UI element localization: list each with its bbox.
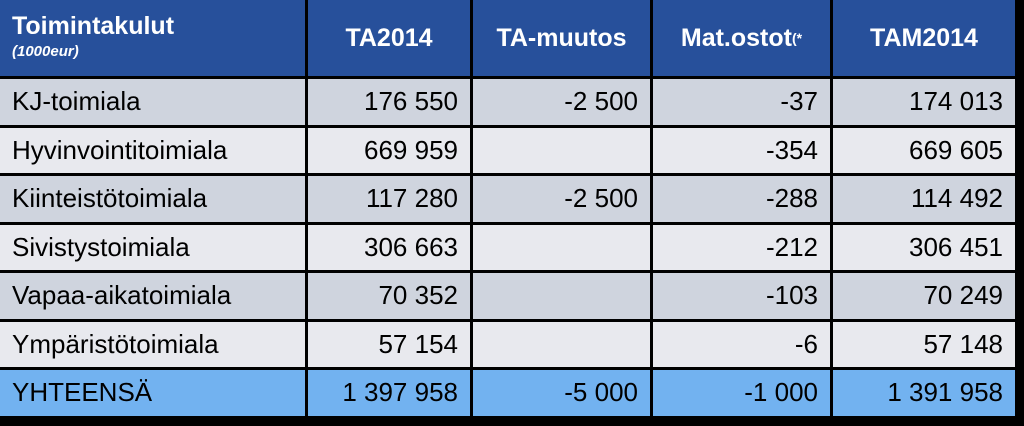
cell — [473, 273, 650, 319]
cell: -103 — [653, 273, 830, 319]
column-title: TAM2014 — [870, 23, 978, 52]
cell: Sivistystoimiala — [0, 224, 305, 270]
row-label: Sivistystoimiala — [12, 231, 190, 262]
row-label: YHTEENSÄ — [12, 377, 153, 408]
cell: -2 500 — [473, 79, 650, 125]
value: -354 — [765, 134, 818, 165]
cell: -1 000 — [653, 370, 830, 416]
value: 114 492 — [910, 183, 1003, 214]
footnote-mark: (* — [791, 30, 803, 46]
cell: YHTEENSÄ — [0, 370, 305, 416]
cell: TA2014 — [308, 0, 470, 76]
column-title: TA2014 — [345, 23, 433, 52]
column-title: Toimintakulut — [12, 12, 175, 40]
cell: -5 000 — [473, 370, 650, 416]
unit-label: (1000eur) — [12, 43, 79, 60]
value: -288 — [765, 183, 818, 214]
cell: 70 352 — [308, 273, 470, 319]
value: -2 500 — [564, 183, 638, 214]
row-label: Ympäristötoimiala — [12, 328, 219, 359]
cell: TA-muutos — [473, 0, 650, 76]
cell: 176 550 — [308, 79, 470, 125]
value: 70 352 — [378, 280, 458, 311]
value: 669 605 — [909, 134, 1003, 165]
value: 176 550 — [364, 86, 458, 117]
value: -103 — [765, 280, 818, 311]
column-title: Mat.ostot — [680, 23, 792, 52]
cell: Kiinteistötoimiala — [0, 176, 305, 222]
cell: -6 — [653, 321, 830, 367]
row-label: Vapaa-aikatoimiala — [12, 280, 232, 311]
value: -1 000 — [744, 377, 818, 408]
cell: 174 013 — [833, 79, 1015, 125]
value: 57 148 — [923, 328, 1003, 359]
cell: 114 492 — [833, 176, 1015, 222]
value: 669 959 — [364, 134, 458, 165]
cell: 306 451 — [833, 224, 1015, 270]
value: 70 249 — [923, 280, 1003, 311]
value: 306 451 — [909, 231, 1003, 262]
value: 1 397 958 — [342, 377, 458, 408]
cell: 1 397 958 — [308, 370, 470, 416]
value: -5 000 — [564, 377, 638, 408]
cell: 70 249 — [833, 273, 1015, 319]
cell: -212 — [653, 224, 830, 270]
cell — [473, 224, 650, 270]
value: -37 — [780, 86, 818, 117]
cell: -2 500 — [473, 176, 650, 222]
value: 174 013 — [909, 86, 1003, 117]
row-label: Hyvinvointitoimiala — [12, 134, 228, 165]
cell: 57 154 — [308, 321, 470, 367]
cell: 669 959 — [308, 127, 470, 173]
value: 117 280 — [365, 183, 458, 214]
value: 1 391 958 — [887, 377, 1003, 408]
header-label: Toimintakulut (1000eur) — [12, 12, 174, 60]
value: -2 500 — [564, 86, 638, 117]
cell: 57 148 — [833, 321, 1015, 367]
cell: Toimintakulut (1000eur) — [0, 0, 305, 76]
column-title: TA-muutos — [496, 23, 627, 52]
cell: -288 — [653, 176, 830, 222]
value: 57 154 — [378, 328, 458, 359]
cell: -37 — [653, 79, 830, 125]
cell: TAM2014 — [833, 0, 1015, 76]
cell — [473, 321, 650, 367]
cell: KJ-toimiala — [0, 79, 305, 125]
table: Toimintakulut (1000eur) TA2014 TA-muutos Mat… — [0, 0, 1015, 416]
cell: 1 391 958 — [833, 370, 1015, 416]
row-label: KJ-toimiala — [12, 86, 141, 117]
row-label: Kiinteistötoimiala — [12, 183, 208, 214]
cell: 306 663 — [308, 224, 470, 270]
cell: Mat.ostot (* — [653, 0, 830, 76]
value: 306 663 — [364, 231, 458, 262]
cell: Ympäristötoimiala — [0, 321, 305, 367]
cell: -354 — [653, 127, 830, 173]
cell: 669 605 — [833, 127, 1015, 173]
value: -212 — [765, 231, 818, 262]
cell: 117 280 — [308, 176, 470, 222]
value: -6 — [794, 328, 818, 359]
cell — [473, 127, 650, 173]
cell: Hyvinvointitoimiala — [0, 127, 305, 173]
cell: Vapaa-aikatoimiala — [0, 273, 305, 319]
